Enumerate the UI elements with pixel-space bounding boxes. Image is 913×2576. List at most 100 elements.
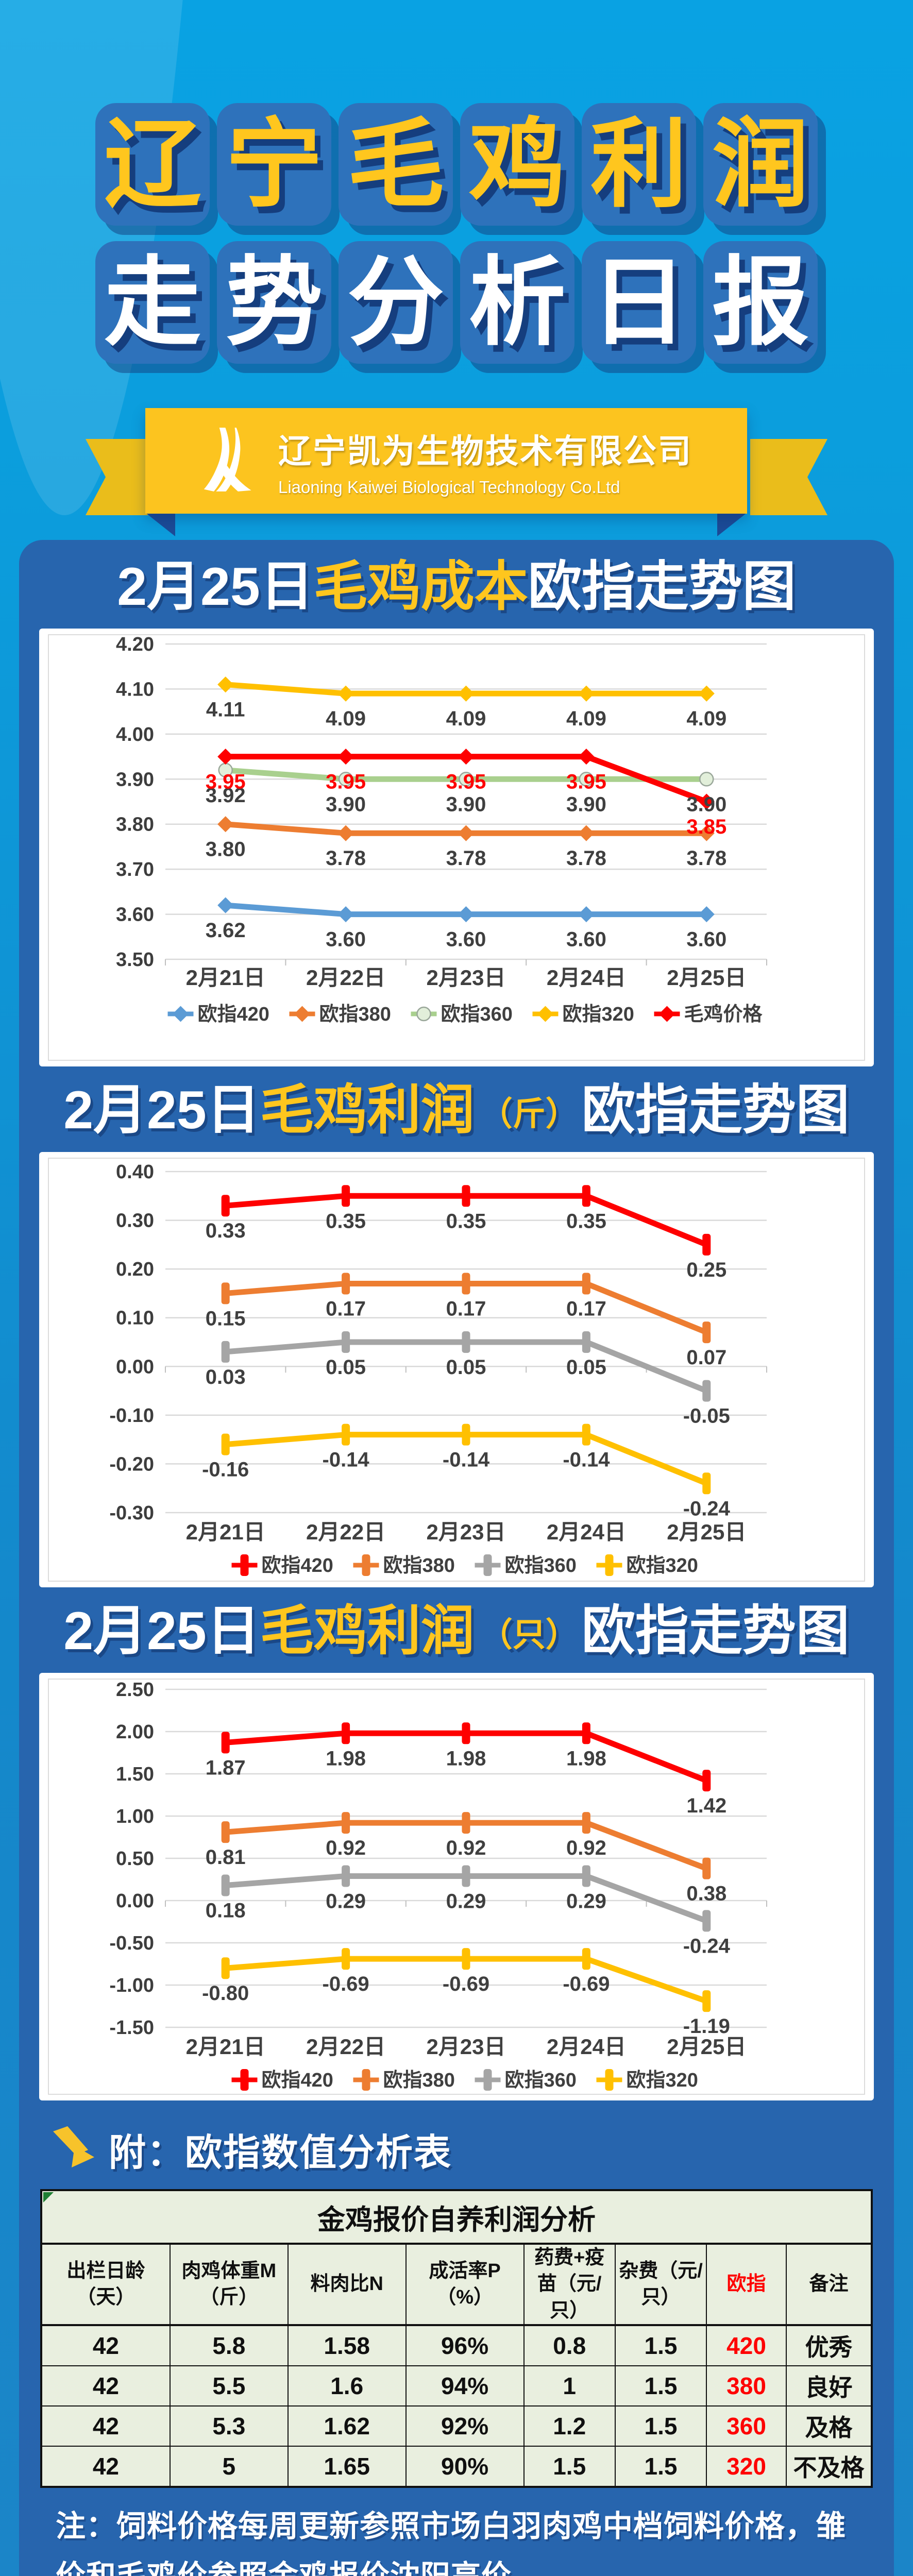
data-label: 0.29: [326, 1890, 366, 1912]
chart-data-labels: 0.33 0.35 0.35 0.35 0.25 0.15 0.17 0.17 0.17 0.07…: [202, 1210, 731, 1520]
table-cell: 90%: [405, 2445, 525, 2487]
x-tick-label: 2月24日: [547, 965, 626, 990]
y-tick-label: 1.00: [116, 1806, 154, 1827]
y-tick-label: -0.50: [109, 1933, 154, 1954]
y-tick-label: 0.10: [116, 1308, 154, 1329]
bent-arrow-icon: [52, 2126, 95, 2172]
data-label: 3.95: [326, 771, 366, 793]
table-cell: 1.5: [614, 2405, 707, 2447]
data-label: 4.09: [686, 707, 726, 730]
chart3-header-suffix: 欧指走势图: [581, 1601, 850, 1661]
data-label: 3.90: [686, 793, 726, 816]
x-tick-label: 2月22日: [306, 1520, 385, 1544]
table-cell: 1.65: [287, 2445, 407, 2487]
title-char: 走: [95, 241, 210, 364]
table-cell: 1: [523, 2365, 616, 2406]
table-header-cell: 药费+疫苗（元/只）: [523, 2243, 616, 2326]
data-label: 0.05: [446, 1356, 486, 1379]
table-cell: 96%: [405, 2324, 525, 2366]
data-label: 4.09: [446, 707, 486, 730]
chart2-header-highlight: 毛鸡利润: [260, 1080, 475, 1140]
data-label: 3.92: [206, 784, 246, 807]
table-cell: 92%: [405, 2405, 525, 2447]
company-name-en: Liaoning Kaiwei Biological Technology Co…: [278, 477, 620, 497]
data-label: -0.69: [563, 1973, 610, 1995]
y-tick-label: 0.20: [116, 1259, 154, 1280]
data-label: 0.92: [326, 1837, 366, 1859]
chart3-header-date: 2月25日: [63, 1601, 260, 1661]
y-tick-label: 4.10: [116, 679, 154, 700]
data-label: 4.09: [566, 707, 606, 730]
data-label: -0.14: [443, 1449, 490, 1471]
y-tick-label: 1.50: [116, 1764, 154, 1785]
chart-legend: 欧指420 欧指380 欧指360 欧指320: [231, 1554, 698, 1577]
table-cell: 94%: [405, 2365, 525, 2406]
y-tick-label: 0.00: [116, 1356, 154, 1378]
table-cell: 1.62: [287, 2405, 407, 2447]
y-tick-label: 0.40: [116, 1161, 154, 1183]
table-header-cell: 料肉比N: [287, 2243, 407, 2326]
title-line-2: 走势分析日报: [0, 241, 913, 364]
y-tick-label: 2.00: [116, 1721, 154, 1743]
y-tick-label: -0.30: [109, 1502, 154, 1524]
data-label: 1.42: [686, 1794, 726, 1817]
analysis-section-title-text: 附：欧指数值分析表: [109, 2132, 452, 2174]
y-tick-label: 0.30: [116, 1210, 154, 1232]
title-line-1: 辽宁毛鸡利润: [0, 103, 913, 226]
table-cell: 1.5: [614, 2445, 707, 2487]
y-tick-label: -0.20: [109, 1453, 154, 1475]
data-label: 0.35: [326, 1210, 366, 1232]
data-label: 0.03: [206, 1366, 246, 1388]
table-cell: 5.5: [169, 2365, 289, 2406]
data-label: 1.98: [446, 1747, 486, 1770]
y-tick-label: 0.00: [116, 1890, 154, 1912]
chart-gridlines: 2.50 2.00 1.50 1.00 0.50 0.00 -0.50 -1.00 -1.50 2…: [109, 1679, 767, 2059]
table-cell: 42: [41, 2445, 171, 2487]
table-header-cell: 出栏日龄（天）: [41, 2243, 171, 2326]
x-tick-label: 2月24日: [547, 2035, 626, 2059]
table-cell: 良好: [785, 2365, 873, 2406]
y-tick-label: 3.70: [116, 859, 154, 880]
chart3-header: 2月25日 毛鸡利润 （只） 欧指走势图: [19, 1601, 894, 1662]
profit-per-bird-chart: 2.50 2.00 1.50 1.00 0.50 0.00 -0.50 -1.00 -1.50 2…: [39, 1673, 874, 2100]
data-label: 3.90: [326, 793, 366, 816]
chart-gridlines: 0.40 0.30 0.20 0.10 0.00 -0.10 -0.20 -0.30 2月21日…: [109, 1161, 767, 1544]
x-tick-label: 2月21日: [186, 2035, 265, 2059]
chart1-header-date: 2月25日: [117, 557, 314, 617]
chart-data-labels: 3.62 3.60 3.60 3.60 3.60 3.80 3.78 3.78 3.78 3.78…: [206, 699, 726, 951]
company-names: 辽宁凯为生物技术有限公司 Liaoning Kaiwei Biological …: [278, 425, 692, 497]
table-header-cell: 肉鸡体重M（斤）: [169, 2243, 289, 2326]
chart2-header: 2月25日 毛鸡利润 （斤） 欧指走势图: [19, 1080, 894, 1141]
y-tick-label: -1.50: [109, 2017, 154, 2039]
chart-series: [217, 676, 715, 923]
y-tick-label: 3.80: [116, 814, 154, 836]
title-char: 宁: [217, 103, 331, 226]
cost-trend-chart: 4.20 4.10 4.00 3.90 3.80 3.70 3.60 3.50 2月21日 2月2…: [39, 629, 874, 1066]
data-label: 0.33: [206, 1219, 246, 1242]
table-cell: 420: [706, 2324, 787, 2366]
table-row: 42 5.5 1.6 94% 1 1.5 380 良好: [41, 2365, 873, 2406]
chart2-header-date: 2月25日: [63, 1080, 260, 1140]
title-char: 利: [582, 103, 696, 226]
data-label: 3.90: [446, 793, 486, 816]
data-label: 3.95: [446, 771, 486, 793]
data-label: 3.95: [566, 771, 606, 793]
data-label: 0.29: [566, 1890, 606, 1912]
x-tick-label: 2月25日: [667, 1520, 746, 1544]
data-label: -0.80: [202, 1982, 249, 2005]
table-cell: 0.8: [523, 2324, 616, 2366]
table-row: 42 5.3 1.62 92% 1.2 1.5 360 及格: [41, 2405, 873, 2447]
x-tick-label: 2月23日: [426, 965, 505, 990]
table-row: 42 5 1.65 90% 1.5 1.5 320 不及格: [41, 2445, 873, 2487]
table-header-cell: 杂费（元/只）: [614, 2243, 707, 2326]
analysis-table-wrap: 金鸡报价自养利润分析 出栏日龄（天） 肉鸡体重M（斤） 料肉比N 成活率P（%） 药费+疫…: [40, 2189, 873, 2488]
data-label: 0.25: [686, 1259, 726, 1281]
legend-label: 欧指320: [563, 1004, 634, 1025]
chart1-header-suffix: 欧指走势图: [528, 557, 796, 617]
data-label: -0.14: [563, 1449, 610, 1471]
title-char: 润: [703, 103, 818, 226]
data-label: 3.62: [206, 919, 246, 942]
data-label: -0.24: [683, 1497, 731, 1520]
chart1-header-highlight: 毛鸡成本: [313, 557, 528, 617]
legend-label: 欧指380: [383, 2070, 455, 2091]
